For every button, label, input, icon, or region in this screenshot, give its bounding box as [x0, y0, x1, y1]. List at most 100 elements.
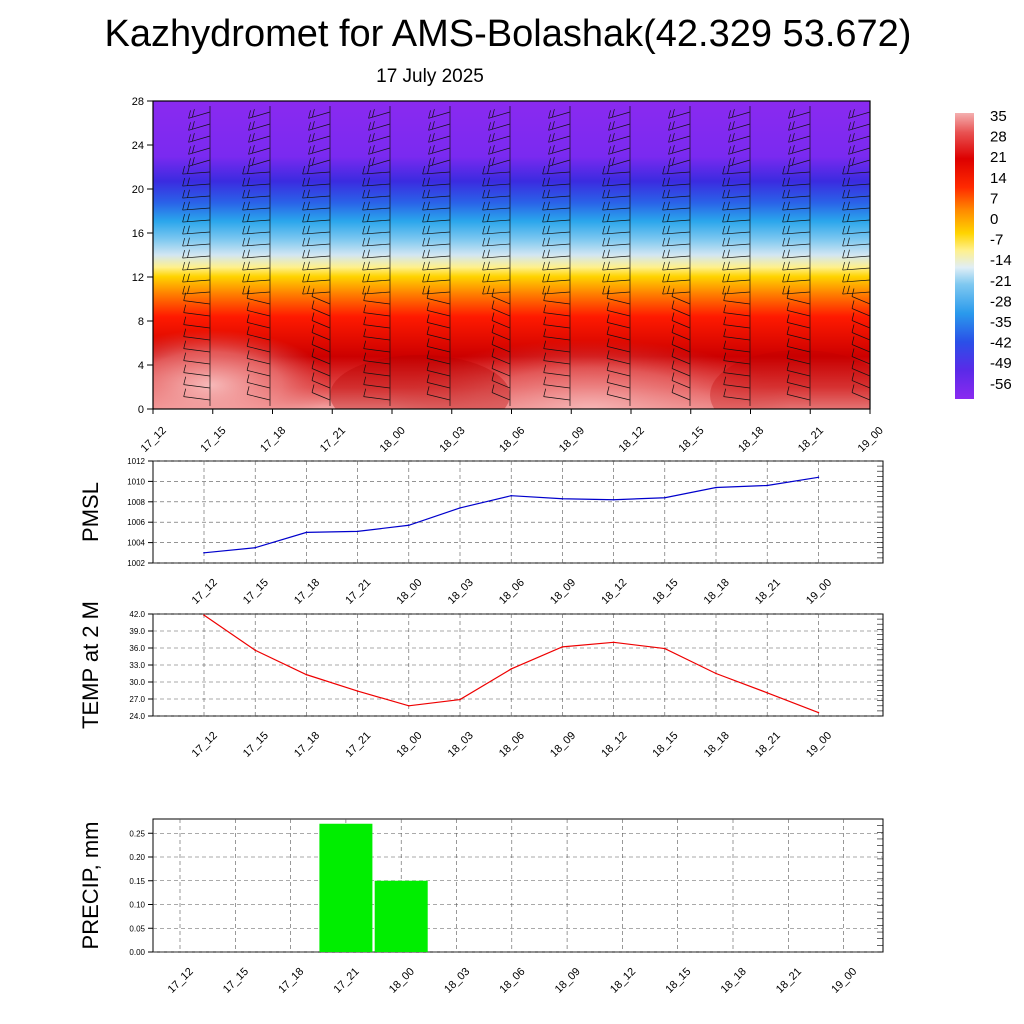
wind-barb-feather [302, 177, 305, 187]
wind-barb-feather [182, 213, 185, 223]
wind-barb-feather [787, 213, 790, 222]
wind-barb-staff [903, 280, 930, 282]
wind-barb-staff [662, 171, 691, 175]
wind-barb-feather [362, 213, 365, 223]
wind-barb-feather [612, 109, 615, 118]
temp-point [612, 641, 615, 644]
wind-barb-feather [422, 273, 425, 283]
y-tick-label: 0.20 [129, 853, 145, 862]
wind-barb-staff [909, 112, 930, 118]
wind-barb-feather [847, 249, 850, 258]
wind-barb-staff [842, 279, 870, 283]
wind-barb-staff [302, 195, 331, 199]
wind-barb-feather [851, 288, 855, 297]
wind-barb-feather [372, 157, 375, 166]
wind-barb-staff [782, 291, 811, 295]
y-tick-label: 0.10 [129, 901, 145, 910]
wind-barb-feather [188, 134, 191, 143]
wind-barb-feather [246, 350, 250, 359]
wind-barb-feather [552, 109, 555, 118]
wind-barb-feather [848, 158, 851, 167]
wind-barb-feather [488, 110, 491, 119]
wind-barb-feather [904, 317, 906, 325]
wind-barb-feather [792, 145, 795, 154]
wind-barb-feather [542, 225, 545, 235]
wind-barb-feather [668, 146, 671, 155]
wind-barb-staff [248, 147, 271, 155]
wind-barb-staff [608, 135, 631, 143]
wind-barb-staff [662, 231, 691, 235]
wind-barb-feather [302, 273, 305, 283]
wind-barb-staff [782, 207, 811, 211]
wind-barb-staff [426, 298, 451, 305]
wind-barb-staff [608, 147, 631, 155]
wind-barb-feather [848, 134, 851, 143]
wind-barb-feather [848, 122, 851, 131]
wind-barb-feather [723, 364, 727, 373]
wind-barb-staff [548, 159, 571, 167]
wind-barb-feather [903, 190, 905, 198]
wind-barb-staff [362, 207, 391, 211]
wind-barb-staff [842, 207, 870, 211]
wind-barb-staff [786, 358, 811, 365]
wind-barb-feather [608, 158, 611, 167]
wind-barb-staff [428, 123, 451, 131]
wind-barb-staff [722, 291, 751, 295]
wind-barb-feather [182, 285, 185, 295]
wind-barb-staff [311, 308, 331, 317]
wind-barb-feather [722, 165, 725, 175]
wind-barb-feather [602, 273, 605, 283]
wind-barb-staff [903, 244, 930, 246]
wind-barb-staff [782, 255, 811, 259]
wind-barb-feather [548, 146, 551, 155]
wind-barb-staff [302, 243, 331, 247]
wind-barb-feather [667, 177, 670, 186]
wind-barb-feather [247, 285, 250, 294]
wind-barb-staff [426, 370, 451, 377]
wind-barb-feather [727, 201, 730, 210]
wind-barb-feather [908, 274, 910, 282]
wind-barb-staff [426, 334, 451, 341]
wind-barb-feather [552, 133, 555, 142]
wind-barb-staff [723, 360, 751, 365]
wind-barb-staff [491, 320, 511, 329]
wind-barb-feather [487, 237, 490, 246]
wind-barb-feather [667, 249, 670, 258]
wind-barb-staff [723, 312, 751, 317]
wind-barb-staff [842, 195, 870, 199]
wind-barb-feather [903, 214, 905, 222]
wind-barb-feather [368, 146, 371, 155]
wind-barb-staff [428, 147, 451, 155]
wind-barb-feather [727, 285, 730, 294]
wind-barb-feather [302, 165, 305, 175]
wind-barb-staff [662, 195, 691, 199]
wind-barb-feather [368, 110, 371, 119]
wind-barb-feather [482, 273, 485, 283]
wind-barb-feather [362, 237, 365, 247]
x-tick-label: 18_00 [387, 966, 417, 996]
wind-barb-staff [728, 111, 751, 119]
wind-barb-feather [182, 261, 185, 271]
wind-barb-feather [912, 133, 914, 141]
wind-barb-feather [667, 189, 670, 198]
temp-point [664, 647, 666, 650]
wind-barb-feather [727, 261, 730, 270]
wind-barb-staff [903, 184, 930, 186]
wind-barb-staff [851, 344, 870, 353]
wind-barb-staff [308, 147, 331, 155]
wind-barb-staff [903, 232, 930, 234]
wind-barb-staff [728, 147, 751, 155]
wind-barb-feather [602, 201, 605, 211]
wind-barb-feather [192, 121, 195, 130]
y-axis-label: TEMP at 2 M [78, 601, 103, 729]
wind-barb-staff [363, 360, 391, 365]
wind-barb-staff [548, 123, 571, 131]
wind-barb-feather [542, 273, 545, 283]
wind-barb-staff [788, 111, 811, 119]
wind-barb-feather [842, 177, 845, 187]
y-tick-label: 33.0 [129, 661, 145, 670]
wind-barb-feather [491, 312, 495, 321]
wind-barb-feather [722, 201, 725, 211]
wind-barb-staff [188, 159, 211, 167]
wind-barb-feather [542, 189, 545, 199]
